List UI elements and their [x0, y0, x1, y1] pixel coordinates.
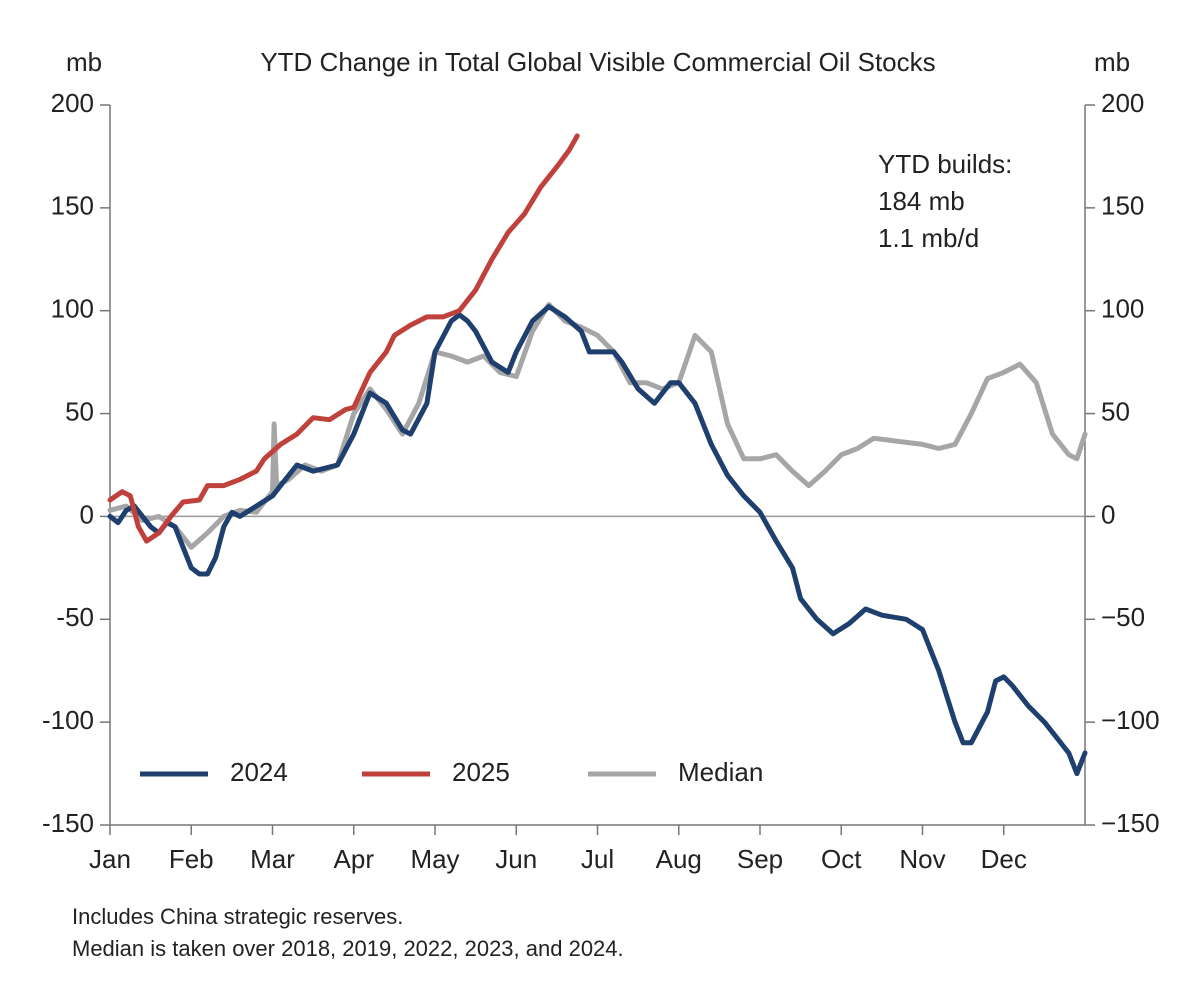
- x-tick-label: May: [410, 844, 459, 874]
- annotation: 1.1 mb/d: [878, 223, 979, 253]
- y2-tick-label: −150: [1101, 808, 1160, 838]
- y2-tick-label: 0: [1101, 499, 1115, 529]
- y-tick-label: 200: [51, 88, 94, 118]
- y-axis-label: mb: [66, 47, 102, 77]
- y-tick-label: 0: [80, 499, 94, 529]
- legend-label: 2025: [452, 757, 510, 787]
- x-tick-label: Sep: [737, 844, 783, 874]
- legend-label: 2024: [230, 757, 288, 787]
- x-tick-label: Jul: [581, 844, 614, 874]
- x-tick-label: Aug: [656, 844, 702, 874]
- annotation: 184 mb: [878, 186, 965, 216]
- chart-title: YTD Change in Total Global Visible Comme…: [260, 47, 935, 77]
- series-line: [107, 302, 1088, 550]
- series-line: [107, 133, 580, 544]
- series-line: [107, 304, 1088, 777]
- y-tick-label: -50: [56, 602, 94, 632]
- y2-tick-label: 200: [1101, 88, 1144, 118]
- annotation: YTD builds:: [878, 149, 1012, 179]
- y-tick-label: 50: [65, 396, 94, 426]
- x-tick-label: Feb: [169, 844, 214, 874]
- x-tick-label: Dec: [981, 844, 1027, 874]
- footnote: Median is taken over 2018, 2019, 2022, 2…: [72, 936, 624, 961]
- x-tick-label: Jan: [89, 844, 131, 874]
- y-tick-label: -150: [42, 808, 94, 838]
- y2-tick-label: −50: [1101, 602, 1145, 632]
- x-tick-label: Oct: [821, 844, 862, 874]
- x-tick-label: Nov: [899, 844, 945, 874]
- y-tick-label: 150: [51, 191, 94, 221]
- y2-tick-label: 50: [1101, 396, 1130, 426]
- y2-tick-label: 150: [1101, 191, 1144, 221]
- y2-tick-label: 100: [1101, 294, 1144, 324]
- y2-axis-label: mb: [1094, 47, 1130, 77]
- y-tick-label: 100: [51, 294, 94, 324]
- footnote: Includes China strategic reserves.: [72, 904, 403, 929]
- y-tick-label: -100: [42, 705, 94, 735]
- x-tick-label: Apr: [334, 844, 375, 874]
- y2-tick-label: −100: [1101, 705, 1160, 735]
- legend-label: Median: [678, 757, 763, 787]
- x-tick-label: Mar: [250, 844, 295, 874]
- x-tick-label: Jun: [495, 844, 537, 874]
